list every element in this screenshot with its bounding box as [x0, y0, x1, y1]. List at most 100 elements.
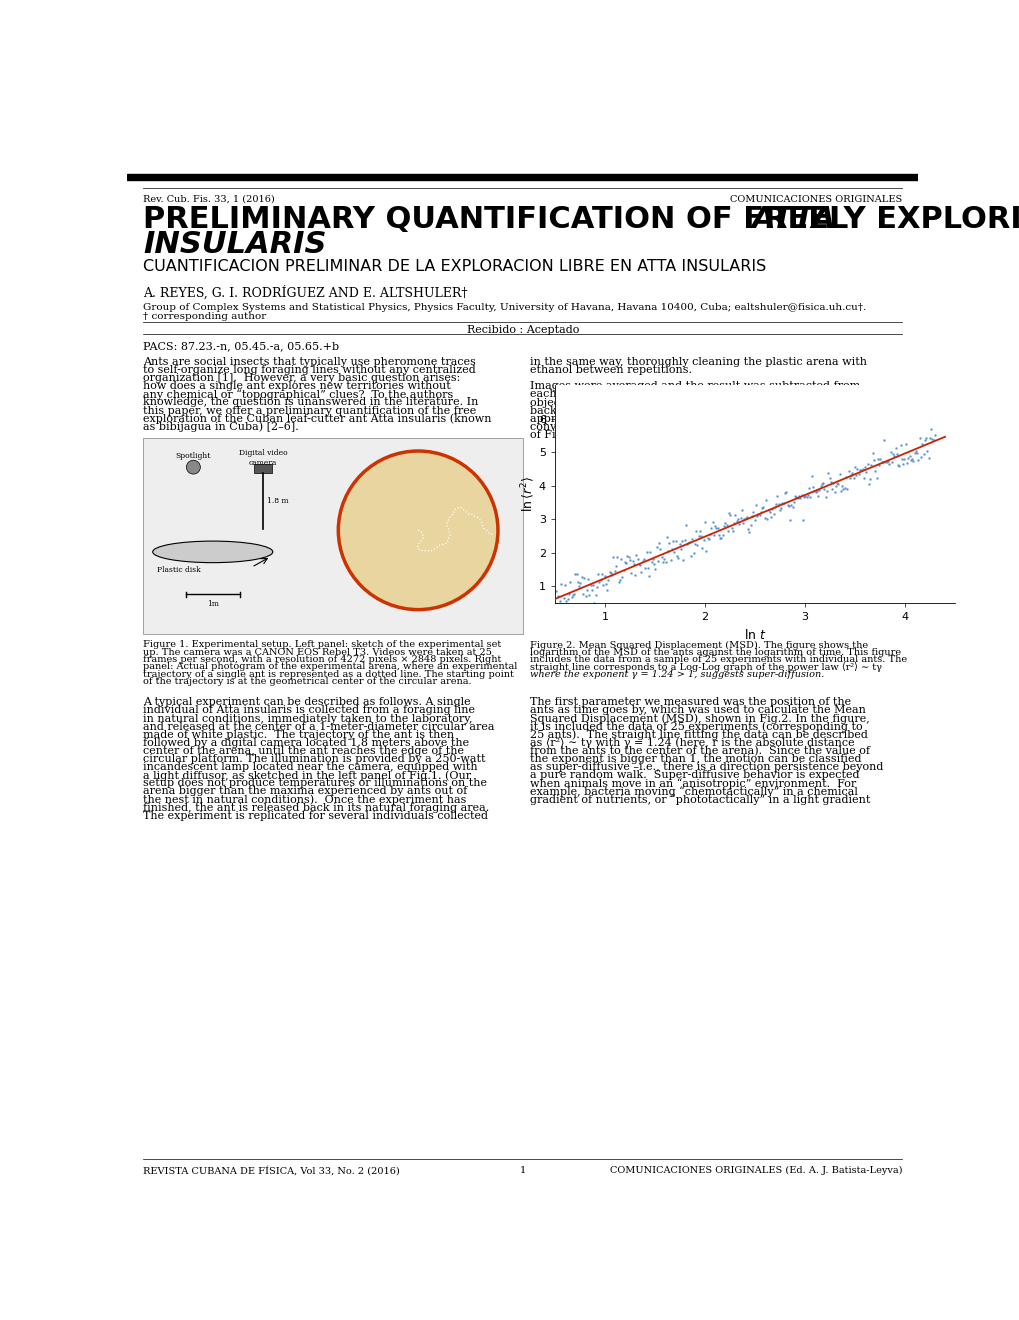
Point — [686, 533, 702, 554]
Point — [614, 560, 631, 581]
Point — [743, 506, 759, 527]
Point — [840, 461, 856, 482]
Point — [771, 499, 788, 520]
Point — [570, 572, 586, 593]
Text: made of white plastic.  The trajectory of the ant is then: made of white plastic. The trajectory of… — [143, 730, 453, 739]
Point — [622, 549, 638, 570]
Point — [586, 593, 602, 614]
Point — [865, 450, 881, 471]
Point — [658, 527, 675, 548]
Point — [639, 558, 655, 579]
Point — [814, 473, 830, 494]
Text: of the trajectory is at the geometrical center of the circular arena.: of the trajectory is at the geometrical … — [143, 677, 471, 686]
Point — [893, 449, 909, 470]
Point — [681, 531, 697, 552]
Point — [769, 494, 786, 515]
Point — [625, 553, 641, 574]
Point — [906, 442, 922, 463]
Point — [706, 516, 722, 537]
Circle shape — [186, 461, 200, 474]
Point — [730, 508, 746, 529]
Text: exploration of the Cuban leaf-cutter ant Atta insularis (known: exploration of the Cuban leaf-cutter ant… — [143, 413, 491, 424]
Point — [611, 569, 628, 590]
Point — [643, 552, 659, 573]
Point — [637, 557, 653, 578]
Point — [589, 564, 605, 585]
Text: organization [1].  However, a very basic question arises:: organization [1]. However, a very basic … — [143, 374, 460, 383]
Point — [560, 583, 577, 605]
Point — [735, 512, 751, 533]
Point — [663, 539, 680, 560]
Point — [741, 521, 757, 543]
Point — [861, 469, 877, 490]
Point — [777, 482, 794, 503]
Point — [557, 590, 574, 611]
Point — [666, 531, 683, 552]
Point — [751, 504, 767, 525]
Point — [596, 566, 612, 587]
Point — [702, 517, 718, 539]
Point — [793, 484, 809, 506]
Point — [647, 558, 663, 579]
Point — [922, 418, 938, 440]
Bar — [254, 465, 272, 474]
Point — [864, 442, 880, 463]
Point — [819, 463, 836, 484]
Point — [860, 474, 876, 495]
Text: background.   Then, images were binarized using an: background. Then, images were binarized … — [530, 405, 826, 416]
Point — [761, 502, 777, 523]
Point — [616, 552, 633, 573]
Text: to self-organize long foraging lines without any centralized: to self-organize long foraging lines wit… — [143, 366, 475, 375]
Point — [807, 482, 823, 503]
Text: a pure random walk.  Super-diffusive behavior is expected: a pure random walk. Super-diffusive beha… — [530, 770, 859, 780]
Point — [901, 446, 917, 467]
Point — [895, 453, 911, 474]
Point — [696, 512, 712, 533]
Point — [825, 482, 842, 503]
Ellipse shape — [153, 541, 272, 562]
Point — [672, 539, 688, 560]
Text: the nest in natural conditions).  Once the experiment has: the nest in natural conditions). Once th… — [143, 795, 466, 805]
Point — [722, 517, 739, 539]
Text: A. REYES, G. I. RODRÍGUEZ AND E. ALTSHULER†: A. REYES, G. I. RODRÍGUEZ AND E. ALTSHUL… — [143, 285, 467, 300]
Point — [887, 438, 903, 459]
Text: where the exponent γ = 1.24 > 1, suggests super-diffusion.: where the exponent γ = 1.24 > 1, suggest… — [530, 669, 824, 678]
Text: center of the arena, until the ant reaches the edge of the: center of the arena, until the ant reach… — [143, 746, 464, 756]
Point — [828, 473, 845, 494]
Point — [627, 565, 643, 586]
Point — [737, 507, 753, 528]
Point — [581, 585, 597, 606]
Circle shape — [338, 451, 497, 610]
Point — [623, 562, 639, 583]
Point — [704, 511, 720, 532]
Point — [756, 508, 772, 529]
Point — [648, 537, 664, 558]
Point — [923, 429, 940, 450]
Bar — [127, 174, 917, 180]
Point — [747, 495, 763, 516]
Point — [823, 479, 840, 500]
Point — [862, 454, 878, 475]
Text: The experiment is replicated for several individuals collected: The experiment is replicated for several… — [143, 810, 487, 821]
Text: includes the data from a sample of 25 experiments with individual ants. The: includes the data from a sample of 25 ex… — [530, 655, 907, 664]
Point — [568, 564, 584, 585]
Point — [835, 479, 851, 500]
Point — [849, 458, 865, 479]
Point — [649, 550, 665, 572]
Text: setup does not produce temperatures or illuminations on the: setup does not produce temperatures or i… — [143, 779, 486, 788]
Point — [870, 454, 887, 475]
Point — [876, 451, 893, 473]
Point — [603, 565, 620, 586]
Point — [902, 450, 918, 471]
Point — [794, 510, 810, 531]
Point — [800, 478, 816, 499]
Point — [829, 473, 846, 494]
Point — [555, 587, 572, 609]
Point — [914, 444, 930, 465]
Point — [852, 459, 868, 480]
Text: ants as time goes by, which was used to calculate the Mean: ants as time goes by, which was used to … — [530, 705, 865, 715]
Text: Group of Complex Systems and Statistical Physics, Physics Faculty, University of: Group of Complex Systems and Statistical… — [143, 304, 865, 312]
Point — [602, 562, 619, 583]
Point — [797, 486, 813, 507]
Point — [644, 549, 660, 570]
